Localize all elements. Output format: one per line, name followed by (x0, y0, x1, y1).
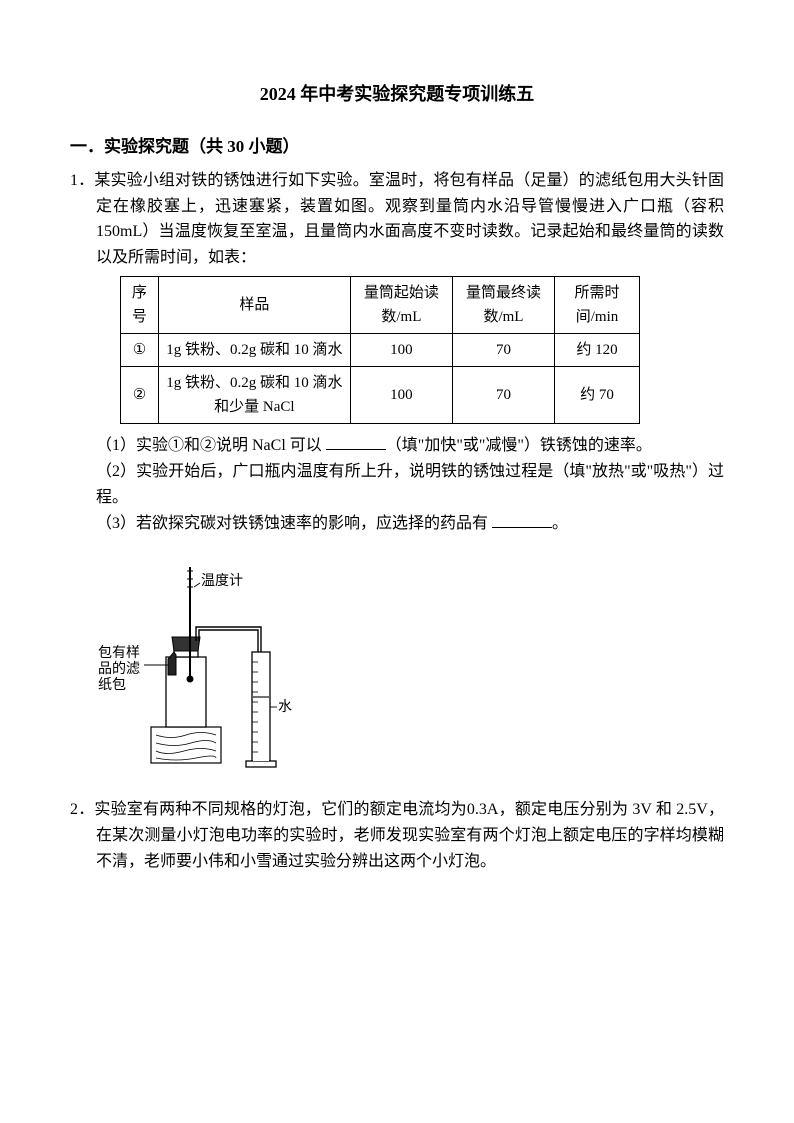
q2-number: 2． (70, 801, 94, 818)
th-time: 所需时间/min (555, 277, 640, 334)
q1-table: 序号 样品 量筒起始读数/mL 量筒最终读数/mL 所需时间/min ① 1g … (120, 276, 640, 424)
cell-num: ① (121, 334, 159, 367)
th-num: 序号 (121, 277, 159, 334)
section-heading: 一．实验探究题（共 30 小题） (70, 133, 724, 160)
question-2: 2．实验室有两种不同规格的灯泡，它们的额定电流均为0.3A，额定电压分别为 3V… (70, 797, 724, 874)
label-thermometer: 温度计 (201, 573, 243, 589)
cell-start: 100 (350, 334, 452, 367)
blank-3 (492, 510, 552, 528)
cell-sample: 1g 铁粉、0.2g 碳和 10 滴水 (158, 334, 350, 367)
q1-sub1: （1）实验①和②说明 NaCl 可以 （填"加快"或"减慢"）铁锈蚀的速率。 (70, 432, 724, 459)
blank-1 (326, 432, 386, 450)
q1-sub1a: （1）实验①和②说明 NaCl 可以 (96, 437, 326, 454)
label-filter-2: 品的滤 (98, 661, 140, 677)
table-row: ② 1g 铁粉、0.2g 碳和 10 滴水和少量 NaCl 100 70 约 7… (121, 367, 640, 424)
cell-num: ② (121, 367, 159, 424)
cell-start: 100 (350, 367, 452, 424)
th-sample: 样品 (158, 277, 350, 334)
q1-diagram: 温度计 包有样 品的滤 纸包 水 (70, 557, 724, 786)
cell-end: 70 (452, 367, 554, 424)
apparatus-diagram: 温度计 包有样 品的滤 纸包 水 (96, 557, 356, 777)
question-1: 1．某实验小组对铁的锈蚀进行如下实验。室温时，将包有样品（足量）的滤纸包用大头针… (70, 168, 724, 785)
q1-sub2: （2）实验开始后，广口瓶内温度有所上升，说明铁的锈蚀过程是（填"放热"或"吸热"… (70, 459, 724, 510)
cell-time: 约 70 (555, 367, 640, 424)
page-title: 2024 年中考实验探究题专项训练五 (70, 80, 724, 109)
q1-text: 1．某实验小组对铁的锈蚀进行如下实验。室温时，将包有样品（足量）的滤纸包用大头针… (70, 168, 724, 270)
q2-body: 实验室有两种不同规格的灯泡，它们的额定电流均为0.3A，额定电压分别为 3V 和… (94, 801, 724, 869)
q1-body: 某实验小组对铁的锈蚀进行如下实验。室温时，将包有样品（足量）的滤纸包用大头针固定… (94, 172, 724, 266)
cell-time: 约 120 (555, 334, 640, 367)
label-water: 水 (278, 699, 292, 715)
table-header-row: 序号 样品 量筒起始读数/mL 量筒最终读数/mL 所需时间/min (121, 277, 640, 334)
label-filter-3: 纸包 (98, 677, 126, 693)
q1-sub3a: （3）若欲探究碳对铁锈蚀速率的影响，应选择的药品有 (96, 515, 492, 532)
q2-text: 2．实验室有两种不同规格的灯泡，它们的额定电流均为0.3A，额定电压分别为 3V… (70, 797, 724, 874)
q1-sub1b: （填"加快"或"减慢"）铁锈蚀的速率。 (386, 437, 652, 454)
q1-number: 1． (70, 172, 94, 189)
cell-end: 70 (452, 334, 554, 367)
q1-sub3b: 。 (552, 515, 568, 532)
cell-sample: 1g 铁粉、0.2g 碳和 10 滴水和少量 NaCl (158, 367, 350, 424)
th-start: 量筒起始读数/mL (350, 277, 452, 334)
q1-sub3: （3）若欲探究碳对铁锈蚀速率的影响，应选择的药品有 。 (70, 510, 724, 537)
label-filter-1: 包有样 (98, 645, 140, 661)
th-end: 量筒最终读数/mL (452, 277, 554, 334)
table-row: ① 1g 铁粉、0.2g 碳和 10 滴水 100 70 约 120 (121, 334, 640, 367)
